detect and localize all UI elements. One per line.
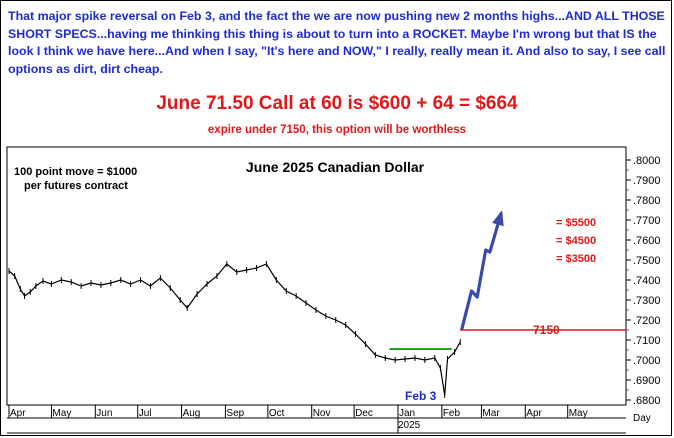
x-tick-label: May [569, 408, 588, 419]
price-line [8, 263, 461, 396]
x-tick-label: Aug [183, 408, 201, 419]
x-tick-label: Jul [139, 408, 152, 419]
annotation-layer: 7150 Feb 3 = $5500 = $4500 = $3500 [389, 217, 626, 403]
y-tick-label: .7100 [633, 335, 661, 347]
trade-title: June 71.50 Call at 60 is $600 + 64 = $66… [156, 93, 518, 114]
x-tick-label: Jun [96, 408, 112, 419]
x-tick-label: Nov [313, 408, 331, 419]
profit-label: = $4500 [556, 235, 596, 247]
projection-arrow [460, 212, 503, 331]
y-tick-label: .6800 [633, 395, 661, 407]
x-tick-label: May [52, 408, 71, 419]
x-tick-label: Apr [10, 408, 26, 419]
chart-title: June 2025 Canadian Dollar [246, 159, 425, 175]
y-tick-label: .7500 [633, 255, 661, 267]
x-tick-label: Oct [269, 408, 285, 419]
y-tick-label: .7800 [633, 195, 661, 207]
y-tick-label: .7400 [633, 275, 661, 287]
x-tick-label: Mar [482, 408, 500, 419]
trade-note: expire under 7150, this option will be w… [207, 124, 467, 136]
contract-note: 100 point move = $1000 per futures contra… [14, 166, 137, 192]
x-axis-unit: Day [633, 413, 651, 424]
contract-note-line: 100 point move = $1000 [14, 166, 137, 178]
y-tick-label: .7300 [633, 295, 661, 307]
y-axis: .8000 .7900 .7800 .7700 .7600 .7500 .7400 .7300… [626, 155, 661, 407]
x-year-label: 2025 [398, 420, 421, 431]
contract-note-line: per futures contract [24, 180, 128, 192]
projection-arrowhead [492, 210, 504, 227]
x-tick-label: Sep [226, 408, 244, 419]
commentary-text: That major spike reversal on Feb 3, and … [8, 9, 666, 76]
x-tick-label: Feb [443, 408, 461, 419]
y-tick-label: .8000 [633, 155, 661, 167]
profit-label: = $3500 [556, 253, 596, 265]
x-axis: Apr May Jun Jul Aug Sep Oct Nov Dec Jan Feb Mar Apr M… [8, 405, 588, 433]
y-tick-label: .7200 [633, 315, 661, 327]
resistance-label: 7150 [533, 323, 560, 337]
x-tick-label: Apr [526, 408, 542, 419]
y-tick-label: .6900 [633, 375, 661, 387]
y-tick-label: .7700 [633, 215, 661, 227]
series-layer [8, 210, 504, 398]
y-tick-label: .7000 [633, 355, 661, 367]
y-tick-label: .7600 [633, 235, 661, 247]
y-tick-label: .7900 [633, 175, 661, 187]
x-tick-label: Jan [399, 408, 415, 419]
x-tick-label: Dec [355, 408, 373, 419]
profit-label: = $5500 [556, 217, 596, 229]
feb3-label: Feb 3 [405, 389, 437, 403]
